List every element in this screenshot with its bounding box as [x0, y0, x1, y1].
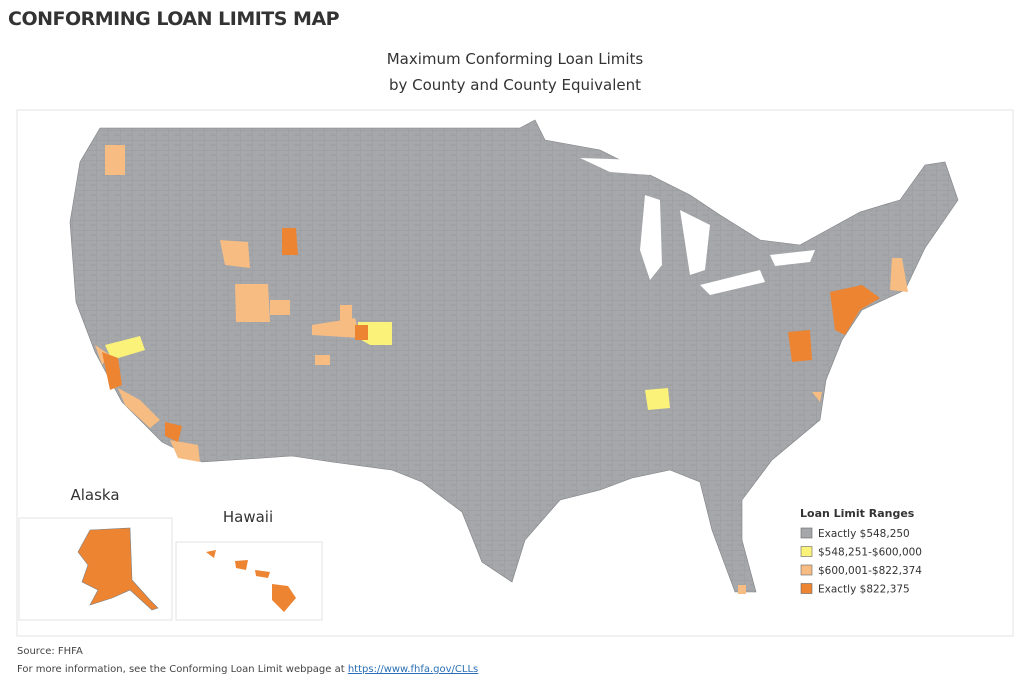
link[interactable]: https://www.fhfa.gov/CLLs	[347, 664, 479, 675]
conus	[69, 119, 959, 594]
legend-label: Exactly $822,375	[818, 584, 910, 596]
legend-title: Loan Limit Ranges	[800, 507, 915, 520]
legend: Exactly $548,250 $548,251-$600,000 $600,00…	[800, 527, 922, 596]
legend-label: $548,251-$600,000	[818, 547, 922, 559]
region	[206, 550, 296, 612]
map-frame	[16, 109, 1014, 637]
footer: Source: FHFA For more information, see t…	[17, 643, 478, 679]
map-title: Maximum Conforming Loan Limits	[387, 50, 644, 68]
legend-swatch	[800, 583, 813, 594]
legend-swatch	[800, 564, 813, 576]
inset-frame	[175, 541, 323, 621]
inset-label: Hawaii	[223, 508, 273, 526]
map: Maximum Conforming Loan Limits by County…	[16, 50, 1014, 637]
note-text: For more information, see the Conforming…	[17, 664, 345, 675]
legend-swatch	[800, 546, 813, 557]
legend-label: Exactly $548,250	[818, 528, 910, 540]
legend-label: $600,001-$822,374	[818, 565, 922, 577]
map-title: by County and County Equivalent	[389, 76, 641, 94]
region	[105, 322, 670, 410]
source: Source: FHFA	[17, 646, 83, 657]
inset-label: Alaska	[70, 486, 119, 504]
inset-frame	[18, 517, 173, 621]
region	[77, 527, 159, 611]
legend-swatch	[800, 527, 813, 539]
great-lakes	[580, 158, 815, 295]
county-lines	[70, 120, 958, 592]
page-title: CONFORMING LOAN LIMITS MAP	[8, 8, 340, 30]
note: For more information, see the Conforming…	[17, 661, 478, 679]
